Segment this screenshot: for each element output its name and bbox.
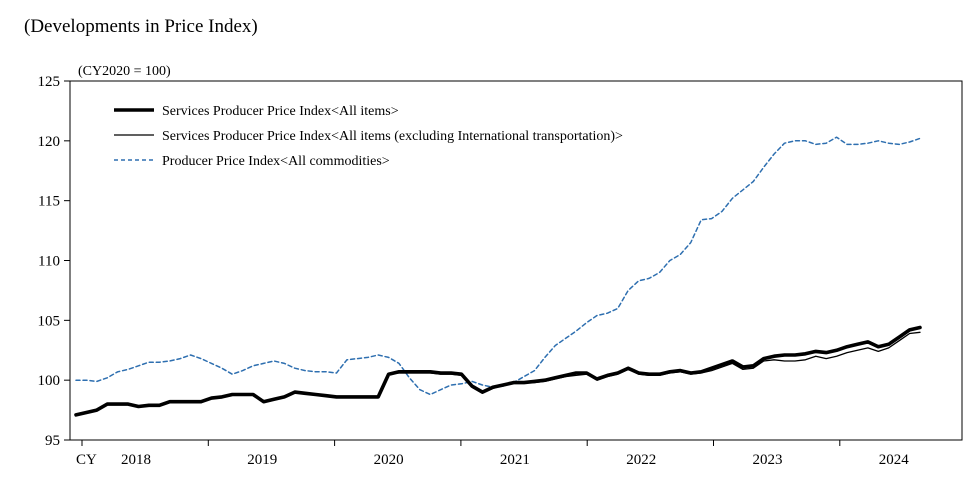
y-tick-label: 105 xyxy=(38,313,61,329)
series-line-3 xyxy=(75,136,921,396)
page-title: (Developments in Price Index) xyxy=(24,16,258,37)
y-tick-label: 120 xyxy=(38,134,61,150)
legend-label-1: Services Producer Price Index<All items> xyxy=(162,104,399,119)
x-axis-start-label: CY xyxy=(76,452,97,468)
x-tick-label: 2018 xyxy=(121,452,151,468)
x-tick-label: 2022 xyxy=(626,452,656,468)
x-tick-label: 2024 xyxy=(879,452,910,468)
x-tick-label: 2021 xyxy=(500,452,530,468)
legend-label-3: Producer Price Index<All commodities> xyxy=(162,154,390,169)
legend-label-2: Services Producer Price Index<All items … xyxy=(162,129,623,144)
chart-axes: (CY2020 = 100) 95 100 105 110 115 120 125 CY 2018… xyxy=(38,64,963,468)
series-line-1 xyxy=(74,325,922,417)
y-tick-label: 100 xyxy=(38,373,61,389)
x-tick-label: 2019 xyxy=(247,452,277,468)
y-tick-label: 115 xyxy=(38,194,60,210)
y-tick-label: 110 xyxy=(38,254,60,270)
y-tick-label: 125 xyxy=(38,74,61,90)
chart-series xyxy=(74,136,922,417)
y-tick-label: 95 xyxy=(45,433,60,449)
unit-label: (CY2020 = 100) xyxy=(78,64,171,79)
chart-legend: Services Producer Price Index<All items>… xyxy=(114,104,623,169)
x-tick-label: 2023 xyxy=(753,452,783,468)
x-tick-label: 2020 xyxy=(374,452,404,468)
